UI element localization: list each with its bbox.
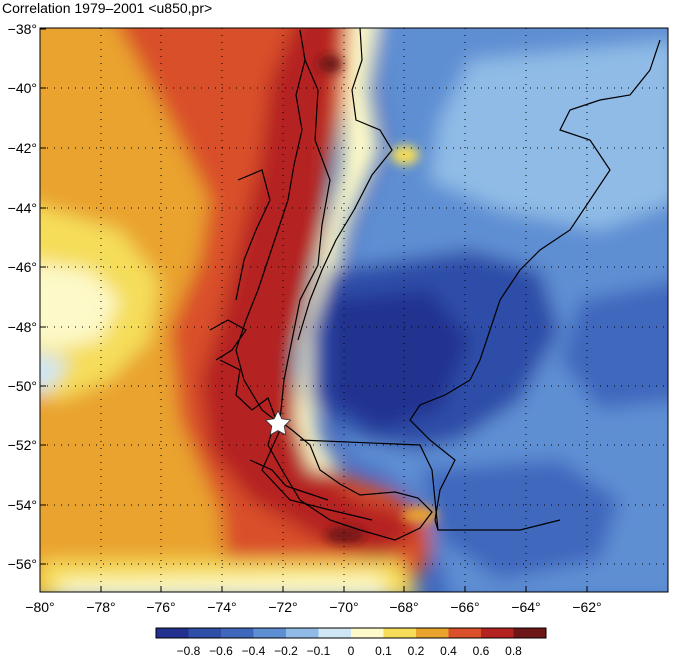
coastline-outline [209, 28, 661, 541]
x-tick-label: −64° [511, 599, 540, 615]
colorbar-swatch [481, 628, 514, 638]
y-tick-label: −40° [8, 80, 37, 96]
correlation-field [40, 28, 668, 592]
colorbar-label: 0.2 [408, 644, 425, 658]
colorbar-swatch [513, 628, 547, 638]
y-tick-label: −48° [8, 319, 37, 335]
y-tick-label: −54° [8, 497, 37, 513]
x-tick-label: −62° [572, 599, 601, 615]
colorbar-swatch [318, 628, 352, 638]
colorbar-label: 0 [348, 644, 355, 658]
x-tick-label: −70° [329, 599, 358, 615]
colorbar-label: −0.2 [274, 644, 298, 658]
x-tick-label: −74° [207, 599, 236, 615]
x-axis-labels: −80° −78° −76° −74° −72° −70° −68° −66° … [25, 599, 601, 615]
x-tick-label: −68° [389, 599, 418, 615]
plot-frame [39, 27, 669, 593]
x-tick-label: −80° [25, 599, 54, 615]
y-tick-label: −50° [8, 378, 37, 394]
x-tick-label: −76° [146, 599, 175, 615]
colorbar-swatch [383, 628, 417, 638]
colorbar-swatch [351, 628, 384, 638]
station-star-marker [264, 410, 292, 436]
map-title: Correlation 1979–2001 <u850,pr> [2, 0, 213, 16]
tick-marks [39, 28, 588, 592]
colorbar-label: 0.4 [440, 644, 457, 658]
colorbar-label: −0.6 [209, 644, 233, 658]
y-axis-labels: −38° −40° −42° −44° −46° −48° −50° −52° … [8, 21, 37, 572]
colorbar-swatch [253, 628, 287, 638]
y-tick-label: −46° [8, 259, 37, 275]
colorbar-frame [155, 627, 547, 639]
colorbar-label: −0.4 [242, 644, 266, 658]
colorbar-swatch [221, 628, 254, 638]
colorbar-label: −0.1 [307, 644, 331, 658]
colorbar-swatches [156, 628, 547, 638]
y-tick-label: −56° [8, 556, 37, 572]
colorbar-swatch [188, 628, 222, 638]
y-tick-label: −52° [8, 437, 37, 453]
colorbar-swatch [156, 628, 189, 638]
x-tick-label: −66° [450, 599, 479, 615]
colorbar-label: 0.8 [505, 644, 522, 658]
colorbar-swatch [286, 628, 319, 638]
y-tick-label: −38° [8, 21, 37, 37]
x-tick-label: −78° [86, 599, 115, 615]
colorbar-label: 0.6 [473, 644, 490, 658]
colorbar-label: 0.1 [375, 644, 392, 658]
colorbar-label: −0.8 [177, 644, 201, 658]
colorbar: −0.8 −0.6 −0.4 −0.2 −0.1 0 0.1 0.2 0.4 0… [155, 627, 547, 658]
colorbar-swatch [448, 628, 482, 638]
y-tick-label: −42° [8, 140, 37, 156]
x-tick-label: −72° [268, 599, 297, 615]
y-tick-label: −44° [8, 200, 37, 216]
colorbar-swatch [416, 628, 449, 638]
